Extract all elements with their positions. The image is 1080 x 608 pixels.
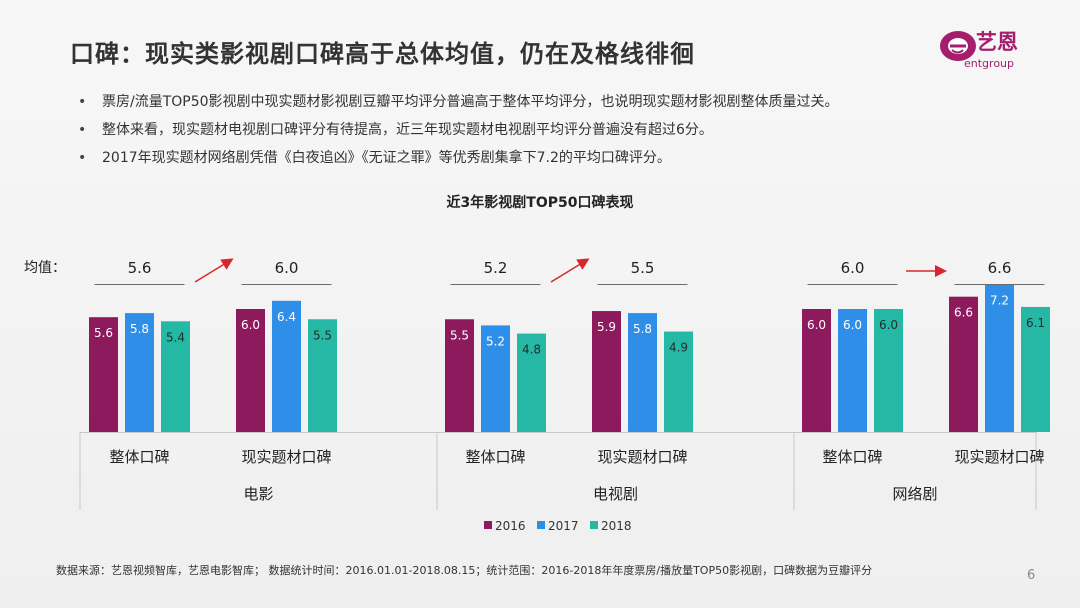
average-value: 5.6 [128,259,152,277]
average-value: 5.5 [631,259,655,277]
trend-arrow-up [550,258,590,283]
bar-value-label: 6.4 [277,310,296,324]
bar-value-label: 6.0 [241,318,260,332]
bar-value-label: 4.8 [522,343,541,357]
bar [802,309,831,432]
bar-value-label: 5.5 [450,328,469,342]
logo-name: 艺恩 [976,30,1018,54]
bar-value-label: 6.0 [807,318,826,332]
logo-subtitle: entgroup [964,57,1014,70]
average-label: 均值： [24,260,66,276]
bar-value-label: 5.2 [486,334,505,348]
legend-label: 2016 [495,519,526,533]
bar [481,325,510,432]
bar [949,296,978,432]
slide-title: 口碑：现实类影视剧口碑高于总体均值，仍在及格线徘徊 [70,40,695,68]
bar-value-label: 5.8 [130,322,149,336]
bar [272,300,301,432]
bar [161,321,190,432]
page-number: 6 [1027,568,1036,583]
average-value: 6.0 [275,259,299,277]
bullet-item: 2017年现实题材网络剧凭借《白夜追凶》《无证之罪》等优秀剧集拿下7.2的平均口… [78,144,839,172]
bar [628,313,657,432]
subgroup-label: 现实题材口碑 [241,448,331,466]
group-label: 网络剧 [892,485,937,503]
subgroup-label: 整体口碑 [822,448,882,466]
bar [592,311,621,432]
bar [985,284,1014,432]
bar-value-label: 6.1 [1026,316,1045,330]
legend-label: 2018 [601,519,632,533]
entgroup-logo-icon [940,31,976,61]
bar-value-label: 5.5 [313,328,332,342]
bar-value-label: 6.0 [879,318,898,332]
subgroup-label: 现实题材口碑 [954,448,1044,466]
subgroup-label: 现实题材口碑 [597,448,687,466]
source-footnote: 数据来源：艺恩视频智库，艺恩电影智库； 数据统计时间：2016.01.01-20… [56,564,873,577]
bar-value-label: 7.2 [990,293,1009,307]
bar [517,333,546,432]
legend-swatch [484,521,492,529]
bar [445,319,474,432]
chart-title: 近3年影视剧TOP50口碑表现 [446,195,634,211]
legend-label: 2017 [548,519,579,533]
bullet-list: 票房/流量TOP50影视剧中现实题材影视剧豆瓣平均评分普遍高于整体平均评分，也说… [78,88,839,172]
bullet-item: 整体来看，现实题材电视剧口碑评分有待提高，近三年现实题材电视剧平均评分普遍没有超… [78,116,839,144]
group-label: 电视剧 [593,485,638,503]
average-value: 5.2 [484,259,508,277]
bar [89,317,118,432]
bar-value-label: 4.9 [669,341,688,355]
group-label: 电影 [243,485,273,503]
bar-value-label: 6.0 [843,318,862,332]
bar-value-label: 5.8 [633,322,652,336]
legend-swatch [590,521,598,529]
bar-value-label: 5.9 [597,320,616,334]
subgroup-label: 整体口碑 [109,448,169,466]
average-value: 6.0 [841,259,865,277]
subgroup-label: 整体口碑 [465,448,525,466]
trend-arrow-up [194,258,234,283]
bar [125,313,154,432]
legend-swatch [537,521,545,529]
bar [664,331,693,432]
bar-value-label: 6.6 [954,306,973,320]
bar-value-label: 5.6 [94,326,113,340]
bar [236,309,265,432]
bullet-item: 票房/流量TOP50影视剧中现实题材影视剧豆瓣平均评分普遍高于整体平均评分，也说… [78,88,839,116]
bar [1021,306,1050,432]
average-value: 6.6 [988,259,1012,277]
bar-value-label: 5.4 [166,330,185,344]
bar [838,309,867,432]
bar [874,309,903,432]
bar [308,319,337,432]
